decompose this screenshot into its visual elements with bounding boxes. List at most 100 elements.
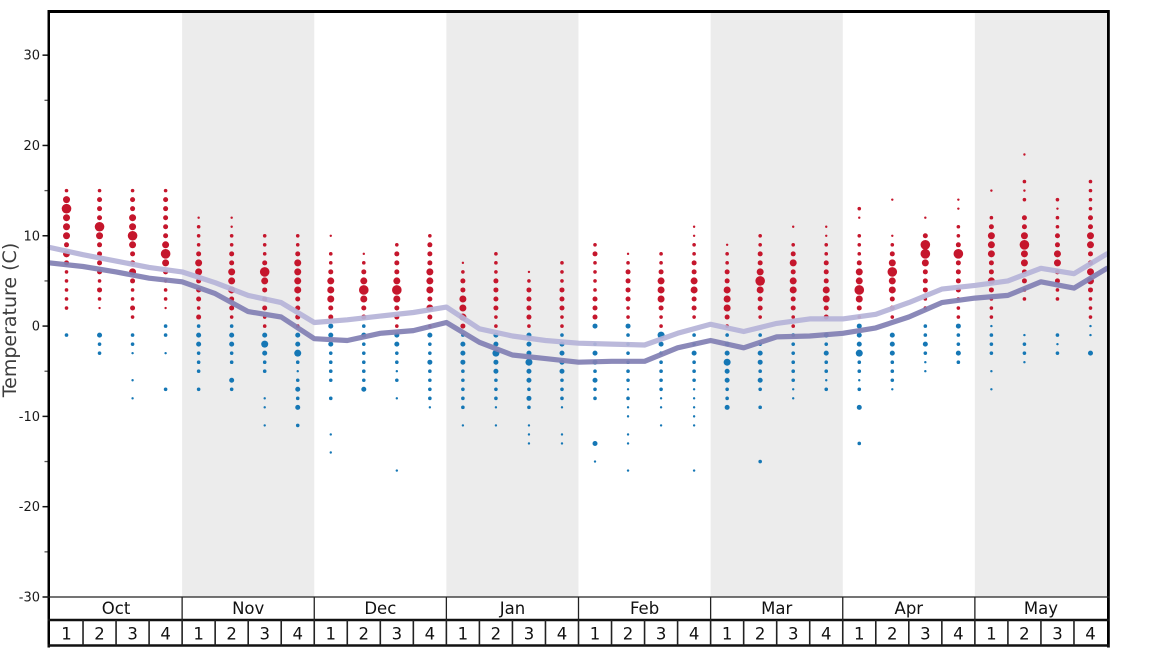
month-label: Dec bbox=[364, 599, 396, 618]
min-temp-dot bbox=[229, 360, 234, 365]
max-temp-dot bbox=[294, 286, 302, 294]
max-temp-dot bbox=[392, 285, 402, 295]
min-temp-dot bbox=[825, 379, 828, 382]
min-temp-dot bbox=[295, 386, 301, 392]
max-temp-dot bbox=[955, 242, 961, 248]
max-temp-dot bbox=[659, 261, 663, 265]
max-temp-dot bbox=[262, 233, 267, 238]
max-temp-dot bbox=[97, 287, 103, 293]
max-temp-dot bbox=[691, 260, 697, 266]
min-temp-dot bbox=[725, 396, 729, 401]
max-temp-dot bbox=[790, 269, 796, 275]
max-temp-dot bbox=[460, 323, 466, 329]
max-temp-dot bbox=[691, 296, 697, 302]
min-temp-dot bbox=[560, 433, 564, 436]
max-temp-dot bbox=[1088, 315, 1093, 319]
max-temp-dot bbox=[129, 223, 137, 231]
min-temp-dot bbox=[659, 406, 663, 409]
max-temp-dot bbox=[1088, 179, 1093, 184]
min-temp-dot bbox=[889, 332, 895, 338]
max-temp-dot bbox=[97, 197, 103, 203]
min-temp-dot bbox=[724, 350, 730, 356]
max-temp-dot bbox=[64, 242, 70, 248]
max-temp-dot bbox=[129, 241, 137, 249]
y-tick-label: -10 bbox=[19, 410, 40, 425]
min-temp-dot bbox=[163, 333, 168, 337]
month-label: Feb bbox=[630, 599, 659, 618]
max-temp-dot bbox=[460, 287, 466, 293]
min-temp-dot bbox=[130, 342, 135, 346]
max-temp-dot bbox=[789, 259, 797, 267]
week-number-label: 4 bbox=[292, 625, 303, 644]
max-temp-dot bbox=[1021, 224, 1027, 230]
max-temp-dot bbox=[127, 230, 138, 241]
max-temp-dot bbox=[956, 315, 961, 319]
max-temp-dot bbox=[229, 243, 234, 247]
min-temp-dot bbox=[592, 440, 598, 446]
max-temp-dot bbox=[1023, 189, 1026, 192]
max-temp-dot bbox=[823, 269, 829, 275]
min-temp-dot bbox=[560, 396, 564, 401]
max-temp-dot bbox=[358, 285, 369, 295]
min-temp-dot bbox=[428, 406, 432, 409]
max-temp-dot bbox=[1088, 206, 1093, 211]
max-temp-dot bbox=[988, 269, 994, 275]
max-temp-dot bbox=[195, 268, 203, 276]
min-temp-dot bbox=[626, 369, 630, 374]
min-temp-dot bbox=[494, 378, 498, 383]
min-temp-dot bbox=[757, 359, 763, 365]
max-temp-dot bbox=[658, 305, 664, 311]
min-temp-dot bbox=[692, 424, 696, 427]
max-temp-dot bbox=[691, 305, 697, 311]
min-temp-dot bbox=[856, 323, 862, 329]
min-temp-dot bbox=[328, 351, 333, 355]
min-temp-dot bbox=[855, 349, 863, 357]
week-number-label: 3 bbox=[1052, 625, 1063, 644]
min-temp-dot bbox=[1089, 324, 1092, 328]
max-temp-dot bbox=[758, 233, 762, 238]
max-temp-dot bbox=[560, 261, 564, 265]
min-temp-dot bbox=[990, 324, 993, 328]
min-temp-dot bbox=[428, 396, 432, 401]
max-temp-dot bbox=[163, 297, 168, 301]
min-temp-dot bbox=[724, 368, 730, 374]
min-temp-dot bbox=[328, 323, 334, 329]
max-temp-dot bbox=[1087, 224, 1093, 230]
max-temp-dot bbox=[526, 314, 532, 320]
week-number-label: 1 bbox=[854, 625, 865, 644]
y-axis-title: Temperature (C) bbox=[0, 243, 21, 399]
min-temp-dot bbox=[858, 379, 861, 382]
min-temp-dot bbox=[526, 368, 532, 374]
max-temp-dot bbox=[427, 260, 433, 266]
min-temp-dot bbox=[889, 350, 895, 356]
min-temp-dot bbox=[757, 350, 763, 356]
max-temp-dot bbox=[989, 306, 994, 310]
min-temp-dot bbox=[922, 341, 928, 347]
min-temp-dot bbox=[990, 370, 993, 373]
max-temp-dot bbox=[1020, 232, 1028, 240]
min-temp-dot bbox=[262, 332, 268, 338]
max-temp-dot bbox=[295, 233, 300, 238]
max-temp-dot bbox=[789, 286, 797, 294]
min-temp-dot bbox=[989, 342, 994, 346]
max-temp-dot bbox=[328, 252, 333, 256]
min-temp-dot bbox=[990, 388, 993, 391]
min-temp-dot bbox=[592, 350, 598, 356]
min-temp-dot bbox=[196, 360, 201, 365]
min-temp-dot bbox=[956, 333, 961, 337]
min-temp-dot bbox=[1023, 333, 1026, 337]
max-temp-dot bbox=[163, 215, 169, 221]
max-temp-dot bbox=[197, 216, 200, 219]
axes-layer bbox=[42, 10, 1110, 648]
max-temp-dot bbox=[825, 234, 828, 237]
max-temp-dot bbox=[262, 324, 267, 328]
max-temp-dot bbox=[294, 268, 302, 276]
max-temp-dot bbox=[560, 270, 564, 274]
min-temp-dot bbox=[428, 387, 432, 392]
min-temp-dot bbox=[559, 350, 565, 356]
max-temp-dot bbox=[294, 259, 302, 267]
min-temp-dot bbox=[824, 360, 829, 365]
max-temp-dot bbox=[790, 296, 796, 302]
max-temp-dot bbox=[130, 278, 136, 284]
